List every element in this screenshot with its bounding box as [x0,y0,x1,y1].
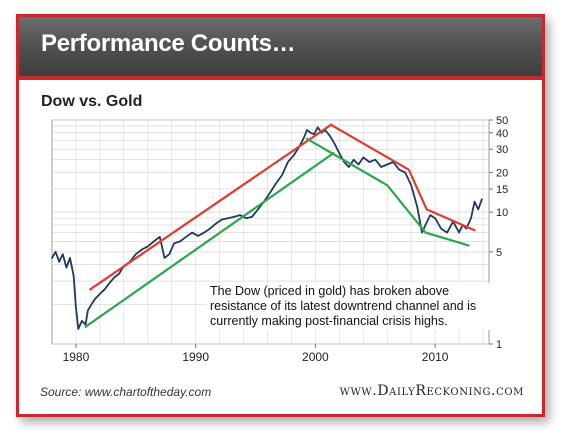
header-banner: Performance Counts… [19,17,542,76]
y-tick-label: 30 [496,144,508,156]
x-tick-label: 1990 [182,350,209,364]
y-tick-label: 50 [496,115,508,127]
resistance-trendline [329,123,476,232]
y-tick-label: 15 [496,184,508,196]
brand-logo: www.DailyReckoning.com [339,383,524,399]
x-tick-label: 1980 [63,350,90,364]
y-tick-label: 20 [496,167,508,179]
dow-gold-ratio-line [51,126,483,330]
banner-accent-line [19,76,542,80]
page-title: Performance Counts… [41,30,296,57]
support-trendline [84,152,335,328]
chart-annotation: The Dow (priced in gold) has broken abov… [207,283,503,330]
support-trendline [305,137,470,247]
x-tick-label: 2010 [422,350,449,364]
chart-subtitle: Dow vs. Gold [41,93,143,110]
y-tick-label: 10 [496,207,508,219]
chart-frame: Performance Counts… Dow vs. Gold 1251015… [16,14,545,417]
source-credit: Source: www.chartoftheday.com [40,385,212,399]
y-tick-label: 1 [496,339,502,351]
dow-gold-chart: 1251015203040501980199020002010 [51,115,508,364]
x-tick-label: 2000 [302,350,329,364]
resistance-trendline [89,123,333,291]
y-tick-label: 40 [496,128,508,140]
y-tick-label: 5 [496,247,502,259]
